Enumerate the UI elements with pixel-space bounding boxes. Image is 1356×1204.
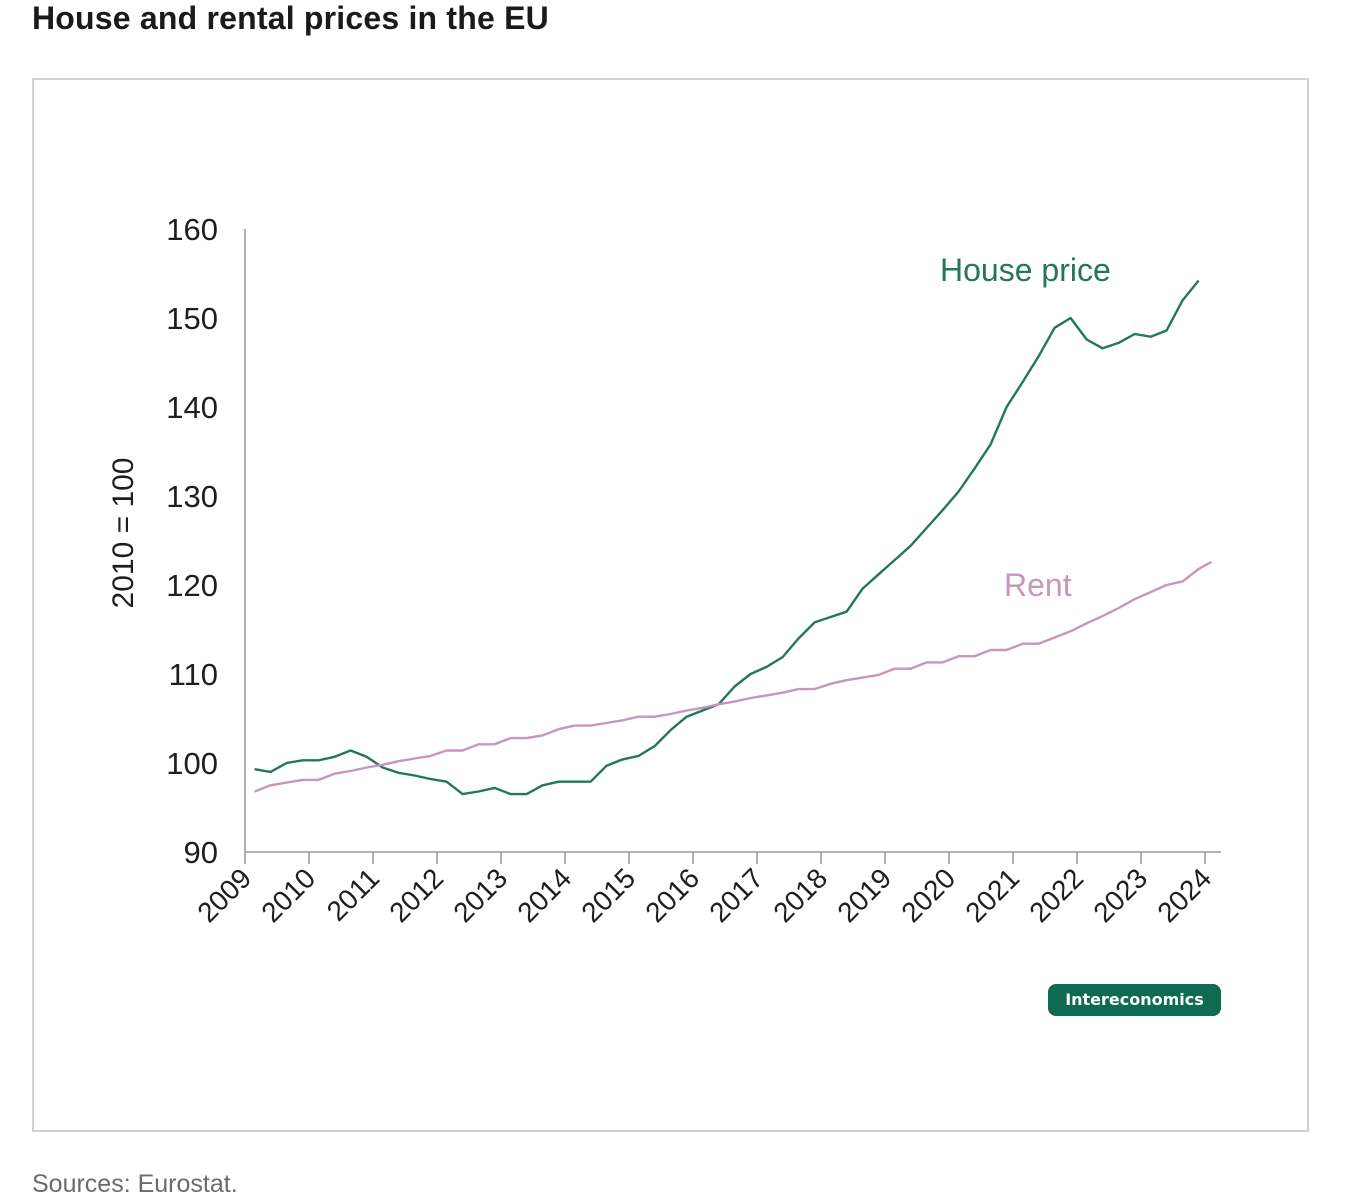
x-tick-label: 2018 (767, 862, 833, 928)
rent-label: Rent (1004, 567, 1072, 603)
x-tick-label: 2015 (575, 862, 641, 928)
y-tick-label: 160 (166, 212, 218, 247)
y-tick-label: 130 (166, 479, 218, 514)
y-axis-ticks: 90 100 110 120 130 140 150 160 (166, 212, 218, 870)
chart-frame (32, 78, 1309, 1132)
x-tick-label: 2022 (1023, 862, 1089, 928)
x-tick-label: 2014 (511, 862, 577, 928)
x-tick-label: 2009 (191, 862, 257, 928)
y-tick-label: 100 (166, 746, 218, 781)
x-tick-label: 2023 (1087, 862, 1153, 928)
x-tick-label: 2021 (959, 862, 1025, 928)
y-tick-label: 120 (166, 568, 218, 603)
house-price-label: House price (940, 252, 1111, 288)
rent-line (254, 560, 1212, 793)
x-tick-label: 2016 (639, 862, 705, 928)
source-note: Sources: Eurostat. (32, 1170, 238, 1198)
y-axis-label: 2010 = 100 (107, 458, 140, 609)
x-tick-label: 2019 (831, 862, 897, 928)
x-tick-label: 2013 (447, 862, 513, 928)
x-tick-label: 2010 (255, 862, 321, 928)
y-tick-label: 90 (184, 835, 218, 870)
intereconomics-logo-badge: Intereconomics (1048, 984, 1221, 1016)
x-tick-label: 2024 (1151, 862, 1217, 928)
axes (244, 229, 1221, 853)
y-tick-label: 110 (169, 657, 218, 692)
x-tick-label: 2012 (383, 862, 449, 928)
y-tick-label: 150 (166, 301, 218, 336)
x-tick-label: 2011 (321, 862, 386, 927)
x-tick-label: 2017 (703, 862, 769, 928)
series-lines (254, 279, 1212, 796)
y-tick-label: 140 (166, 390, 218, 425)
house-price-line (254, 279, 1200, 796)
x-tick-label: 2020 (895, 862, 961, 928)
chart-title: House and rental prices in the EU (32, 0, 549, 36)
